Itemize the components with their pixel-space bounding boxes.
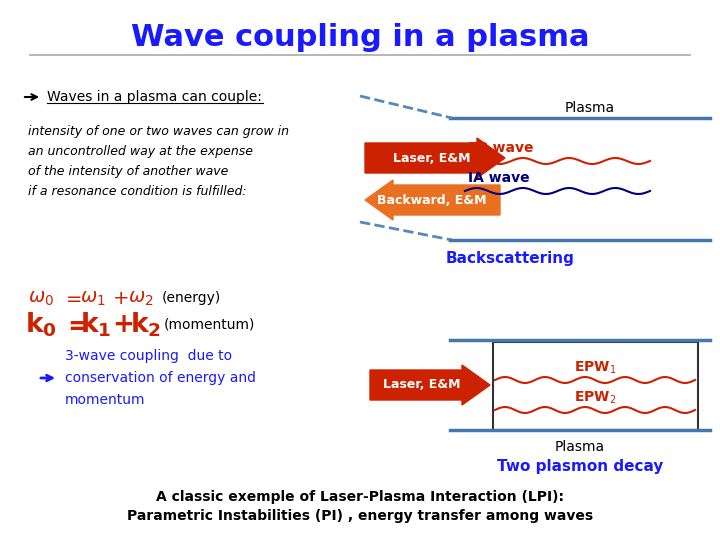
FancyArrow shape — [370, 365, 490, 405]
Text: Backward, E&M: Backward, E&M — [377, 193, 487, 206]
Text: Waves in a plasma can couple:: Waves in a plasma can couple: — [47, 90, 262, 104]
Text: $\mathbf{k_0}$: $\mathbf{k_0}$ — [25, 310, 57, 339]
Text: $+$: $+$ — [112, 288, 128, 307]
Text: Plasma: Plasma — [555, 440, 605, 454]
Text: intensity of one or two waves can grow in
an uncontrolled way at the expense
of : intensity of one or two waves can grow i… — [28, 125, 289, 198]
Text: EP wave: EP wave — [468, 141, 534, 155]
Bar — [493, 342, 698, 430]
Text: $=$: $=$ — [62, 288, 82, 307]
Text: EPW$_1$: EPW$_1$ — [574, 360, 616, 376]
Text: Parametric Instabilities (PI) , energy transfer among waves: Parametric Instabilities (PI) , energy t… — [127, 509, 593, 523]
Text: Laser, E&M: Laser, E&M — [393, 152, 471, 165]
Text: Laser, E&M: Laser, E&M — [383, 379, 461, 392]
FancyArrow shape — [365, 138, 505, 178]
Text: $\mathbf{k_2}$: $\mathbf{k_2}$ — [130, 310, 161, 339]
Text: $\omega_2$: $\omega_2$ — [128, 288, 153, 307]
FancyArrow shape — [365, 180, 500, 220]
Text: $\omega_1$: $\omega_1$ — [80, 288, 106, 307]
Text: EPW$_2$: EPW$_2$ — [574, 390, 616, 406]
Text: $\mathbf{k_1}$: $\mathbf{k_1}$ — [80, 310, 112, 339]
Text: $\mathbf{=}$: $\mathbf{=}$ — [62, 312, 89, 338]
Text: Backscattering: Backscattering — [446, 251, 575, 266]
Text: (momentum): (momentum) — [164, 318, 256, 332]
Text: $\mathbf{+}$: $\mathbf{+}$ — [112, 312, 133, 338]
Text: 3-wave coupling  due to
conservation of energy and
momentum: 3-wave coupling due to conservation of e… — [65, 349, 256, 407]
Text: IA wave: IA wave — [468, 171, 530, 185]
Text: Wave coupling in a plasma: Wave coupling in a plasma — [131, 24, 589, 52]
Text: Plasma: Plasma — [565, 101, 615, 115]
Text: $\omega_0$: $\omega_0$ — [28, 288, 54, 307]
Text: (energy): (energy) — [162, 291, 221, 305]
Text: Two plasmon decay: Two plasmon decay — [497, 458, 663, 474]
Text: A classic exemple of Laser-Plasma Interaction (LPI):: A classic exemple of Laser-Plasma Intera… — [156, 490, 564, 504]
